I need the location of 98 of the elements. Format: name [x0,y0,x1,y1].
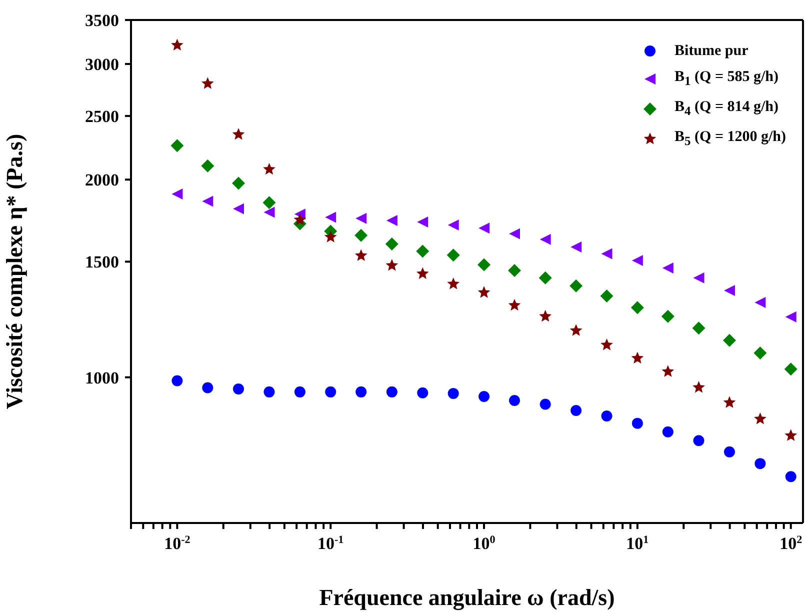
point [232,128,245,140]
point [386,386,398,398]
point [417,387,428,398]
point [724,446,735,458]
point [540,234,551,245]
point [171,38,184,50]
point [325,386,336,398]
point [601,410,612,422]
point [202,196,214,207]
point [448,219,459,230]
point [233,203,244,214]
point [540,398,551,410]
point [692,380,705,393]
point [508,298,521,311]
point [538,271,552,284]
point [508,228,520,240]
point [386,214,398,226]
point [570,324,582,336]
point [632,255,643,266]
point [201,159,214,172]
point [785,311,796,322]
point [754,296,766,308]
point [784,362,798,376]
point [354,228,368,242]
point [170,139,184,152]
point [356,212,367,224]
point [722,334,736,347]
point [262,196,276,210]
y-tick-label: 3000 [85,54,119,74]
x-tick-label: 10$^{2}$ [780,534,803,553]
point [172,375,183,386]
point [202,382,214,394]
point [570,279,583,292]
point [478,286,490,298]
point [693,272,704,284]
point [264,206,275,218]
point [631,352,644,364]
point [662,365,674,377]
legend-label: Bitume pur [674,42,748,61]
point [661,310,674,323]
point [723,396,736,408]
legend-label: B$_{5}$ (Q = 1200 g/h) [674,128,786,150]
point [478,390,490,402]
point [754,346,767,360]
x-tick-label: 10$^{1}$ [626,534,649,553]
point [478,258,491,272]
x-tick-label: 10$^{0}$ [472,534,496,553]
point [448,388,459,399]
point [724,284,735,296]
point [784,429,798,441]
point [662,426,674,438]
point [785,471,796,482]
point [356,386,367,398]
x-tick-label: 10$^{-1}$ [318,534,344,553]
point [172,188,183,200]
x-tick-label: 10$^{-2}$ [164,534,191,553]
point [263,162,276,175]
point [630,301,644,314]
point [662,262,674,274]
point [692,322,706,335]
point [446,248,460,262]
point [600,338,613,350]
point [325,212,336,223]
point [632,418,643,429]
y-tick-label: 2000 [85,170,119,190]
legend-label: B$_{1}$ (Q = 585 g/h) [674,68,778,90]
point [233,383,244,394]
point [754,458,766,470]
point [600,289,614,302]
y-tick-label: 1000 [85,368,119,388]
point [385,237,398,250]
point [386,258,398,271]
point [294,213,306,226]
point [570,242,582,253]
y-tick-label: 2500 [85,106,119,126]
point [324,230,337,242]
point [478,222,490,234]
point [201,77,214,89]
point [693,435,704,446]
point [447,278,460,290]
point [601,248,612,260]
point [508,264,521,278]
point [416,267,429,279]
point [294,386,306,398]
point [232,176,245,190]
x-axis-title: Fréquence angulaire ω (rad/s) [319,585,615,611]
point [416,244,430,258]
legend-label: B$_{4}$ (Q = 814 g/h) [674,98,778,120]
y-tick-label: 1500 [85,252,119,272]
point [570,405,582,416]
point [539,310,552,322]
point [264,386,275,398]
point [417,216,428,228]
point [354,249,368,261]
point [508,394,520,406]
y-axis-title: Viscosité complexe η* (Pa.s) [2,134,28,410]
y-tick-label: 3500 [85,11,119,30]
point [754,412,766,424]
